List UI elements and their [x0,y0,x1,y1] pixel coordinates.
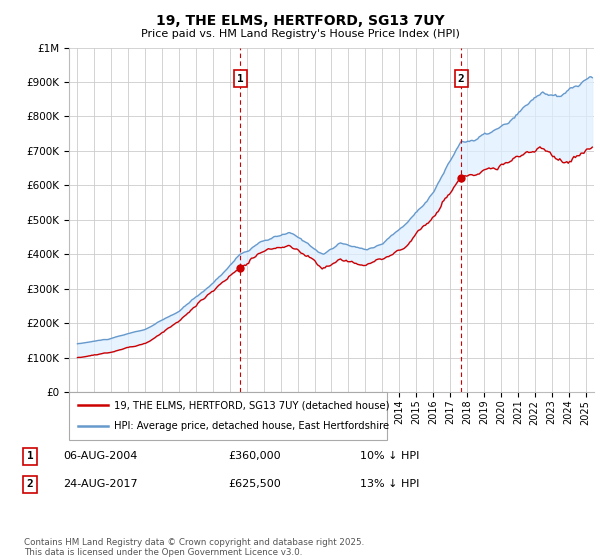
Text: 2: 2 [26,479,34,489]
Text: 19, THE ELMS, HERTFORD, SG13 7UY: 19, THE ELMS, HERTFORD, SG13 7UY [155,14,445,28]
Text: 2: 2 [458,73,464,83]
Text: Contains HM Land Registry data © Crown copyright and database right 2025.
This d: Contains HM Land Registry data © Crown c… [24,538,364,557]
Text: 1: 1 [26,451,34,461]
Text: 24-AUG-2017: 24-AUG-2017 [63,479,137,489]
Text: 1: 1 [236,73,244,83]
Text: 10% ↓ HPI: 10% ↓ HPI [360,451,419,461]
Text: 06-AUG-2004: 06-AUG-2004 [63,451,137,461]
Text: 19, THE ELMS, HERTFORD, SG13 7UY (detached house): 19, THE ELMS, HERTFORD, SG13 7UY (detach… [114,400,389,410]
Text: Price paid vs. HM Land Registry's House Price Index (HPI): Price paid vs. HM Land Registry's House … [140,29,460,39]
Text: HPI: Average price, detached house, East Hertfordshire: HPI: Average price, detached house, East… [114,421,389,431]
Text: £360,000: £360,000 [228,451,281,461]
Text: 13% ↓ HPI: 13% ↓ HPI [360,479,419,489]
Text: £625,500: £625,500 [228,479,281,489]
